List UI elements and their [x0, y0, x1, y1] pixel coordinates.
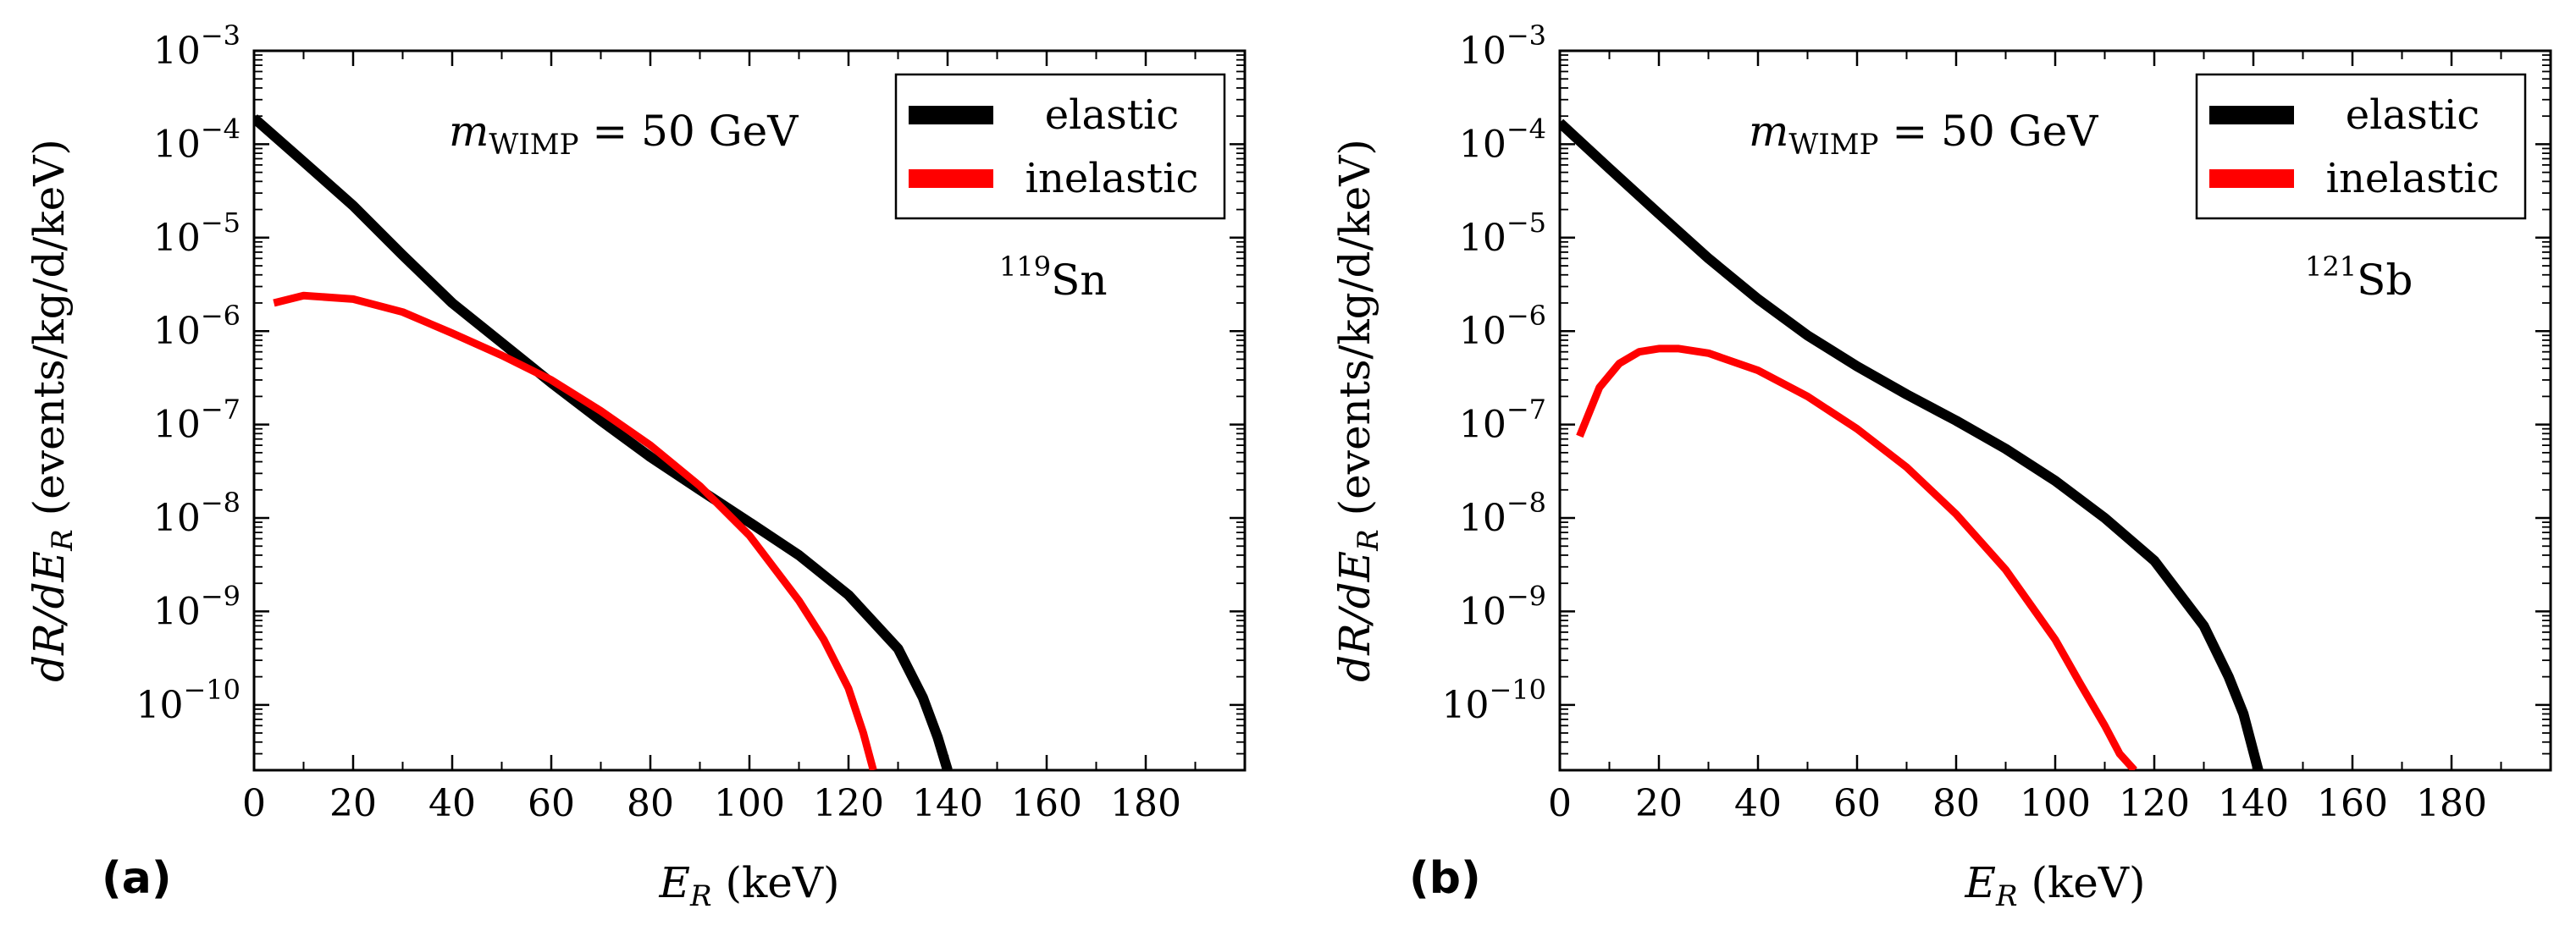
x-tick-label: 80 [1932, 782, 1980, 825]
annotation-isotope: 121Sb [2305, 251, 2413, 305]
legend-box [2195, 73, 2527, 220]
series-line-inelastic [273, 291, 877, 770]
y-tick-label: 10−7 [153, 394, 240, 447]
series-line-elastic [1560, 118, 2264, 770]
x-tick-label: 140 [2218, 782, 2289, 825]
y-tick-label: 10−3 [153, 19, 240, 73]
y-axis-label: dR/dER (events/kg/d/keV) [1330, 139, 1385, 682]
x-tick-label: 20 [329, 782, 377, 825]
y-tick-label: 10−9 [1459, 580, 1546, 633]
x-axis-label: ER (keV) [1964, 858, 2145, 913]
y-tick-label: 10−10 [135, 674, 240, 727]
chart-panel-b: 0 20 40 60 80 100 120 140 160 180 10−10 10−9 10−8 10−… [1330, 19, 2552, 913]
x-tick-label: 160 [2317, 782, 2388, 825]
annotation-wimp-mass: mWIMP = 50 GeV [1749, 107, 2098, 162]
chart-panel-a: 0 20 40 60 80 100 120 140 160 180 10−10 10−9 10−8 10−… [25, 19, 1247, 913]
annotation-wimp-mass: mWIMP = 50 GeV [449, 107, 799, 162]
y-tick-label: 10−4 [1459, 113, 1546, 166]
x-tick-label: 120 [2119, 782, 2190, 825]
legend-label-inelastic: inelastic [2326, 155, 2500, 202]
panel-label: (a) [102, 853, 172, 904]
x-tick-label: 60 [1833, 782, 1881, 825]
x-tick-label: 0 [242, 782, 266, 825]
x-tick-label: 40 [428, 782, 476, 825]
x-tick-label: 100 [2020, 782, 2091, 825]
y-tick-label: 10−5 [1459, 207, 1546, 260]
y-tick-label: 10−9 [153, 580, 240, 633]
legend-label-inelastic: inelastic [1025, 155, 1199, 202]
x-tick-label: 180 [2416, 782, 2487, 825]
y-tick-label: 10−8 [153, 487, 240, 540]
x-axis-label: ER (keV) [658, 858, 839, 913]
y-tick-label: 10−6 [153, 300, 240, 353]
x-tick-label: 60 [528, 782, 575, 825]
legend-box [894, 73, 1226, 220]
x-tick-label: 160 [1011, 782, 1082, 825]
y-tick-label: 10−3 [1459, 19, 1546, 73]
panel-label: (b) [1409, 853, 1481, 904]
x-tick-label: 140 [912, 782, 983, 825]
y-tick-label: 10−5 [153, 207, 240, 260]
y-tick-label: 10−8 [1459, 487, 1546, 540]
x-tick-label: 100 [714, 782, 785, 825]
legend-label-elastic: elastic [2346, 91, 2480, 139]
y-tick-label: 10−6 [1459, 300, 1546, 353]
x-tick-label: 120 [813, 782, 884, 825]
x-tick-label: 20 [1635, 782, 1683, 825]
series-line-inelastic [1576, 344, 2137, 770]
legend-label-elastic: elastic [1045, 91, 1180, 139]
series-line-elastic [254, 114, 953, 770]
annotation-isotope: 119Sn [999, 251, 1108, 305]
x-tick-label: 40 [1734, 782, 1782, 825]
y-axis-label: dR/dER (events/kg/d/keV) [25, 139, 80, 682]
x-tick-label: 0 [1548, 782, 1572, 825]
x-tick-label: 80 [627, 782, 674, 825]
y-tick-label: 10−7 [1459, 394, 1546, 447]
y-tick-label: 10−10 [1441, 674, 1546, 727]
y-tick-label: 10−4 [153, 113, 240, 166]
x-tick-label: 180 [1110, 782, 1181, 825]
